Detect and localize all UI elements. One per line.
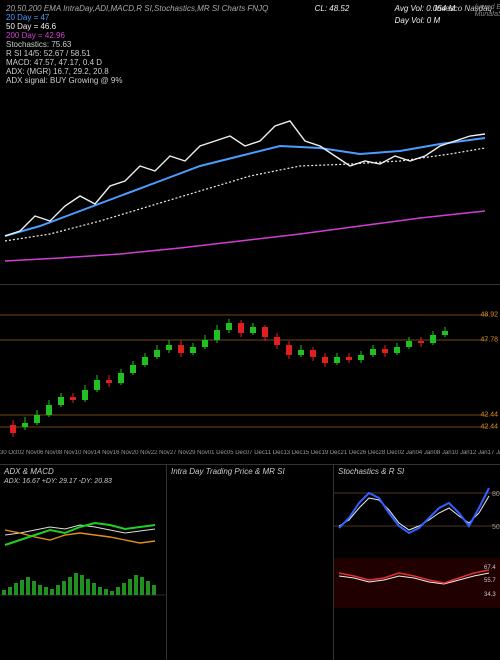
date-tick: 07 Dec [246, 450, 265, 464]
adx-signal-label: ADX signal: BUY Growing @ 9% [6, 76, 122, 85]
svg-text:50: 50 [492, 524, 500, 531]
ema50-label: 50 Day = 46.6 [6, 22, 56, 31]
close-price: CL: 48.52 [315, 4, 350, 13]
date-tick: 10 Jan [452, 450, 470, 464]
indicator-panels: ADX & MACD ADX: 16.67 +DY: 29.17 -DY: 20… [0, 465, 500, 660]
day-volume: Day Vol: 0 M [395, 16, 441, 25]
rsi-label: R SI 14/5: 52.67 / 58.51 [6, 49, 91, 58]
date-tick: 22 Nov [151, 450, 170, 464]
date-tick: 06 Nov [37, 450, 56, 464]
date-tick: 17 Jan [488, 450, 500, 464]
date-tick: 28 Dec [379, 450, 398, 464]
stochastics-svg: 80 50 [334, 478, 500, 558]
date-tick: 16 Nov [113, 450, 132, 464]
intraday-panel: Intra Day Trading Price & MR SI [167, 465, 334, 660]
macd-label: MACD: 47.57, 47.17, 0.4 D [6, 58, 102, 67]
chart-header: 20,50,200 EMA IntraDay,ADI,MACD,R SI,Sto… [0, 0, 500, 86]
date-tick: 08 Nov [56, 450, 75, 464]
candlestick-svg [0, 285, 488, 451]
price-level-label: 48.92 [480, 312, 498, 319]
intraday-title: Intra Day Trading Price & MR SI [167, 465, 333, 478]
svg-text:67.4: 67.4 [484, 565, 496, 571]
date-tick: 13 Dec [283, 450, 302, 464]
stochastics-label: Stochastics: 75.63 [6, 40, 71, 49]
stoch-title: Stochastics & R SI [334, 465, 500, 478]
date-tick: 05 Dec [227, 450, 246, 464]
candlestick-panel: 48.9247.7842.4442.44 30 Oct02 Nov06 Nov0… [0, 285, 500, 465]
stochastics-rsi-panel: Stochastics & R SI 80 50 67.4 55.7 34.3 [334, 465, 500, 660]
date-tick: 04 Jan [416, 450, 434, 464]
adx-values: ADX: 16.67 +DY: 29.17 -DY: 20.83 [0, 478, 166, 485]
date-tick: 10 Nov [75, 450, 94, 464]
date-axis: 30 Oct02 Nov06 Nov08 Nov10 Nov14 Nov16 N… [0, 450, 500, 464]
rsi-svg: 67.4 55.7 34.3 [334, 558, 500, 608]
date-tick: 29 Nov [189, 450, 208, 464]
svg-text:34.3: 34.3 [484, 592, 496, 598]
date-tick: 20 Nov [132, 450, 151, 464]
date-tick: 15 Dec [302, 450, 321, 464]
adx-svg [0, 485, 166, 565]
price-ema-panel [0, 86, 500, 285]
adx-macd-panel: ADX & MACD ADX: 16.67 +DY: 29.17 -DY: 20… [0, 465, 167, 660]
date-tick: 14 Nov [94, 450, 113, 464]
date-tick: 11 Dec [265, 450, 284, 464]
price-level-label: 42.44 [480, 412, 498, 419]
ema20-label: 20 Day = 47 [6, 13, 49, 22]
adx-label: ADX: (MGR) 16.7, 29.2, 20.8 [6, 67, 109, 76]
adx-title: ADX & MACD [0, 465, 166, 478]
price-level-label: 47.78 [480, 337, 498, 344]
date-tick: 26 Dec [360, 450, 379, 464]
stock-chart-container: 20,50,200 EMA IntraDay,ADI,MACD,R SI,Sto… [0, 0, 500, 660]
date-tick: 30 Oct [0, 450, 18, 464]
svg-text:80: 80 [492, 491, 500, 498]
avg-volume: Avg Vol: 0.054 M [395, 4, 455, 13]
watermark-source: (vered ETF) MunafaSutra.com [475, 4, 500, 18]
date-tick: 02 Jan [398, 450, 416, 464]
date-tick: 08 Jan [434, 450, 452, 464]
date-tick: 02 Nov [18, 450, 37, 464]
svg-text:55.7: 55.7 [484, 578, 496, 584]
header-indicators: 20,50,200 EMA IntraDay,ADI,MACD,R SI,Sto… [6, 4, 268, 13]
price-level-label: 42.44 [480, 424, 498, 431]
macd-hist-svg [0, 565, 166, 625]
date-tick: 21 Dec [341, 450, 360, 464]
date-tick: 27 Nov [170, 450, 189, 464]
date-tick: 19 Dec [322, 450, 341, 464]
ema200-label: 200 Day = 42.96 [6, 31, 65, 40]
date-tick: 01 Dec [208, 450, 227, 464]
price-ema-svg [0, 86, 488, 284]
date-tick: 12 Jan [470, 450, 488, 464]
